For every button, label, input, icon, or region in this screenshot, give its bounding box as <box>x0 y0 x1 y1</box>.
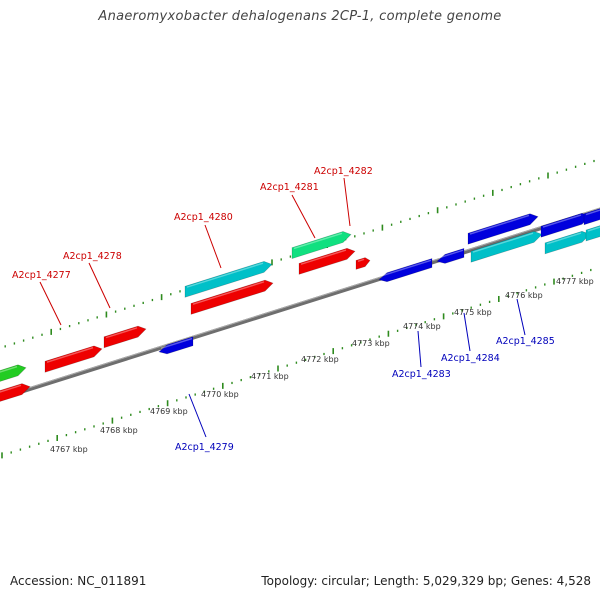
gene-arrow <box>190 279 274 315</box>
gene-arrow-shine <box>0 384 22 393</box>
gene-arrow-shine <box>105 327 138 339</box>
gene-features <box>0 208 600 402</box>
gene-arrow-shine <box>380 259 432 277</box>
gene-label-leader <box>188 393 207 438</box>
scale-label: 4774 kbp <box>403 322 441 331</box>
scale-label: 4775 kbp <box>454 308 492 317</box>
gene-arrow-shine <box>587 226 600 232</box>
gene-arrow <box>103 325 147 349</box>
accession-text: Accession: NC_011891 <box>10 574 147 588</box>
gene-label-leader <box>516 298 526 336</box>
gene-arrow <box>0 383 31 402</box>
map-title: Anaeromyxobacter dehalogenans 2CP-1, com… <box>98 9 502 24</box>
scale-label: 4777 kbp <box>556 277 594 286</box>
gene-arrow <box>583 208 600 226</box>
gene-arrow <box>585 225 600 242</box>
gene-label-leader <box>39 281 62 326</box>
gene-label-top: A2cp1_4281 <box>260 182 319 193</box>
gene-arrow-shine <box>186 262 264 288</box>
genome-backbone <box>0 207 600 401</box>
gene-arrow <box>184 261 273 298</box>
gene-arrow <box>467 213 539 245</box>
gene-arrow-shine <box>585 209 600 216</box>
gene-arrow-shine <box>546 232 582 245</box>
gene-arrow <box>44 345 103 373</box>
scale-labels: 4767 kbp 4768 kbp 4769 kbp 4770 kbp 4771 kbp… <box>50 277 594 454</box>
gene-label-bottom: A2cp1_4285 <box>496 336 555 347</box>
gene-label-top: A2cp1_4280 <box>174 212 233 223</box>
gene-arrow-shine <box>438 249 464 259</box>
gene-arrow-shine <box>192 281 265 305</box>
gene-arrow <box>436 247 465 264</box>
gene-label-top: A2cp1_4282 <box>314 166 373 177</box>
genome-summary-text: Topology: circular; Length: 5,029,329 bp… <box>261 574 591 588</box>
gene-label-leader <box>204 224 222 269</box>
gene-arrow <box>158 336 194 355</box>
scale-label: 4768 kbp <box>100 426 138 435</box>
gene-arrow-shine <box>472 232 534 253</box>
scale-label: 4776 kbp <box>505 291 543 300</box>
gene-label-leader <box>463 312 471 352</box>
gene-label-leader <box>417 330 422 368</box>
gene-labels: A2cp1_4277 A2cp1_4278 A2cp1_4280 A2cp1_4281… <box>12 166 555 453</box>
gene-arrow-shine <box>469 214 530 235</box>
scale-label: 4773 kbp <box>352 339 390 348</box>
gene-label-top: A2cp1_4278 <box>63 251 122 262</box>
gene-arrow <box>0 364 27 382</box>
gene-arrow-shine <box>542 214 582 228</box>
gene-arrow <box>470 231 543 263</box>
gene-arrow-shine <box>160 337 193 349</box>
gene-label-bottom: A2cp1_4284 <box>441 353 500 364</box>
scale-label: 4772 kbp <box>301 355 339 364</box>
scale-label: 4770 kbp <box>201 390 239 399</box>
gene-arrow <box>298 247 356 275</box>
gene-label-top: A2cp1_4277 <box>12 270 71 281</box>
scale-label: 4769 kbp <box>150 407 188 416</box>
gene-arrow-shine <box>357 258 365 262</box>
gene-arrow-shine <box>46 347 94 363</box>
gene-label-bottom: A2cp1_4283 <box>392 369 451 380</box>
gene-label-leader <box>343 177 351 227</box>
gene-label-leader <box>88 262 111 309</box>
gene-label-bottom: A2cp1_4279 <box>175 442 234 453</box>
scale-ticks-bottom <box>1 268 592 459</box>
gene-label-leader <box>291 194 316 239</box>
scale-label: 4767 kbp <box>50 445 88 454</box>
gene-arrow <box>291 231 352 260</box>
gene-arrow <box>355 257 371 270</box>
gene-arrow-shine <box>0 365 18 373</box>
gene-arrow-shine <box>293 232 343 250</box>
gene-arrow <box>378 258 433 283</box>
gene-arrow-shine <box>300 249 347 265</box>
scale-label: 4771 kbp <box>251 372 289 381</box>
